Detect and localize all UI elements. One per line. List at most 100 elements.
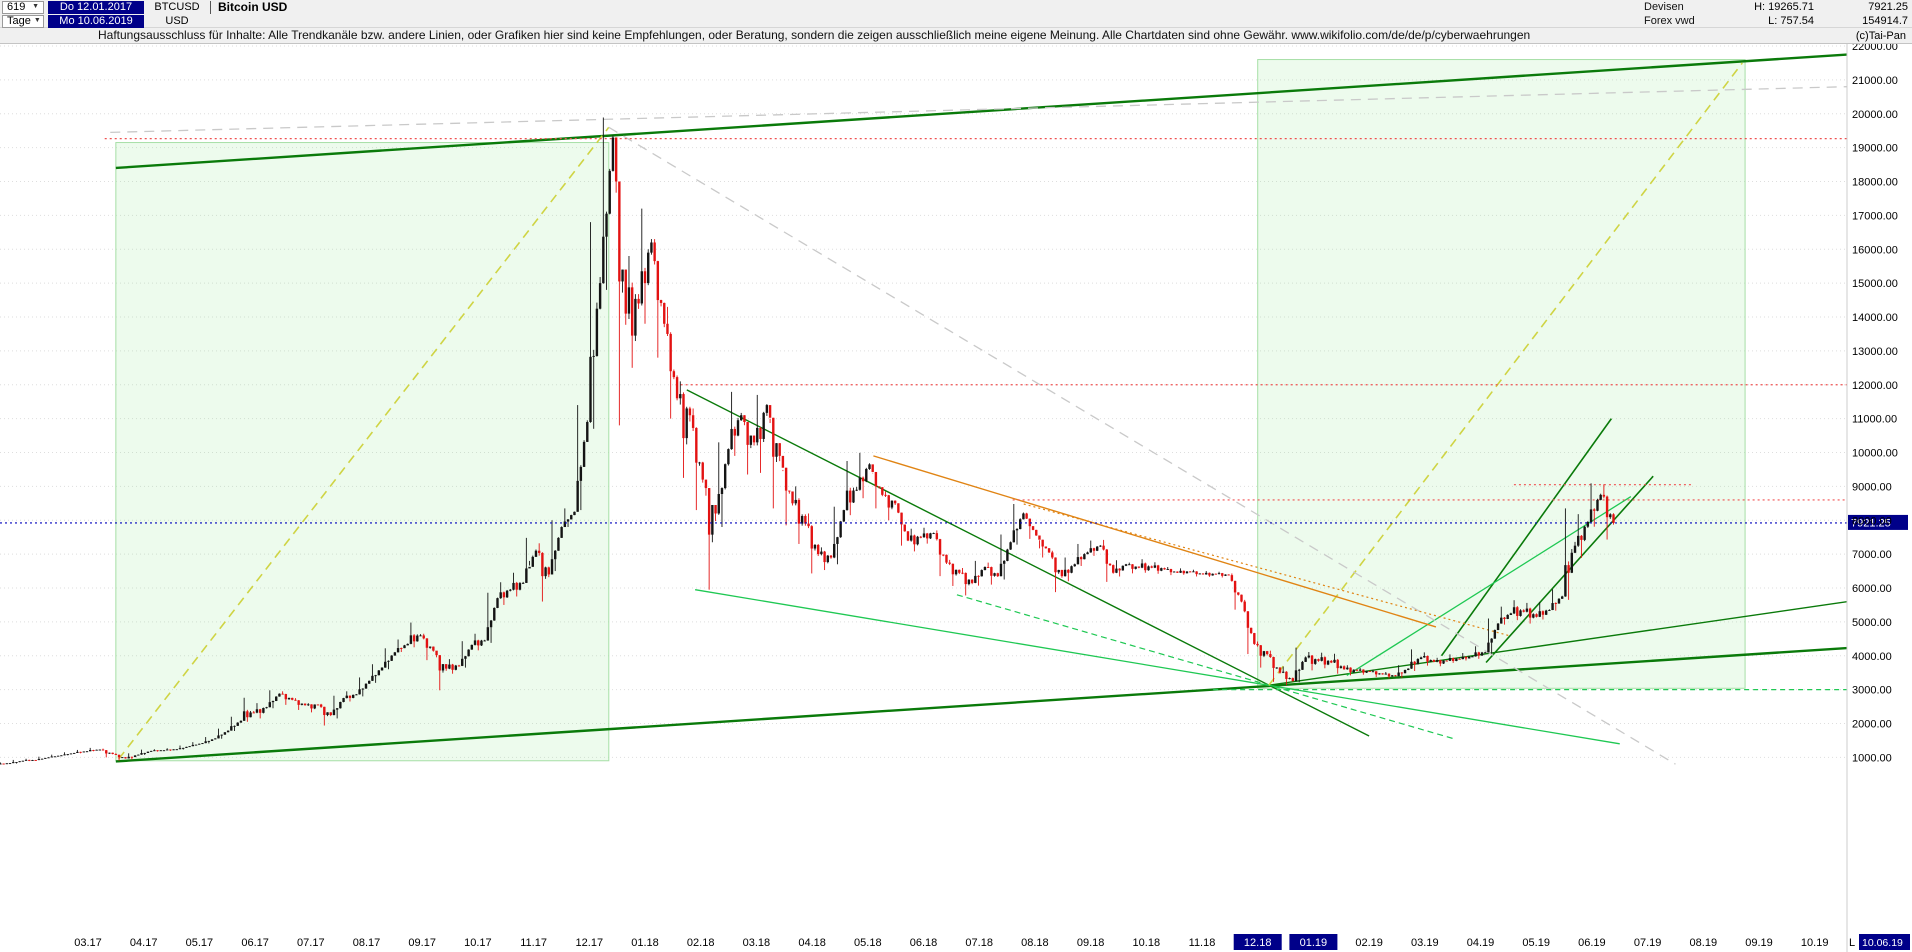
trend-box	[115, 142, 610, 762]
time-axis-label: 07.19	[1634, 937, 1662, 949]
trend-lines[interactable]	[104, 53, 1848, 765]
price-axis-label: 21000.00	[1852, 75, 1898, 87]
last-price-badge	[1848, 514, 1908, 530]
price-axis-label: 2000.00	[1852, 719, 1892, 731]
time-axis-label: 03.18	[743, 937, 771, 949]
price-axis-label: 20000.00	[1852, 109, 1898, 121]
time-axis-label: 11.17	[520, 937, 547, 949]
period-dropdown[interactable]: Tage ▼	[2, 14, 44, 28]
trend-box	[1257, 59, 1746, 689]
header-last-price-value: 7921.25	[1868, 1, 1908, 13]
time-axis-label: 09.17	[408, 937, 436, 949]
price-axis-label: 7000.00	[1852, 549, 1892, 561]
time-axis-label: 12.17	[576, 937, 604, 949]
svg-text:7921.25: 7921.25	[1851, 517, 1891, 529]
currency-label: USD	[165, 15, 189, 27]
quote-info-panel: Devisen H: 19265.71 7921.25 Forex vwd L:…	[1644, 0, 1908, 28]
trend-line-downtrend-2018	[686, 389, 1370, 737]
price-axis-label: 14000.00	[1852, 312, 1898, 324]
time-axis-label: 08.17	[353, 937, 381, 949]
time-axis-label: 12.18	[1244, 937, 1272, 949]
price-axis-label: 15000.00	[1852, 278, 1898, 290]
time-axis-label: 11.18	[1189, 937, 1216, 949]
price-axis-label: 4000.00	[1852, 651, 1892, 663]
time-axis-label: 08.19	[1690, 937, 1718, 949]
trend-line-gray-upper	[110, 86, 1847, 134]
time-axis-label: 01.19	[1300, 937, 1328, 949]
time-axis-label: 09.18	[1077, 937, 1105, 949]
price-axis-label: 13000.00	[1852, 346, 1898, 358]
price-axis-label: 11000.00	[1852, 414, 1897, 426]
time-axis-label: 09.19	[1745, 937, 1773, 949]
time-axis-label: 06.18	[910, 937, 938, 949]
price-axis-label: 3000.00	[1852, 685, 1892, 697]
category-label: Devisen	[1644, 1, 1684, 13]
trend-line-upper-channel	[115, 53, 1847, 170]
time-axis-label: 10.19	[1801, 937, 1829, 949]
last-price-line: 7921.25	[0, 514, 1908, 530]
svg-text:10.06.19: 10.06.19	[1862, 937, 1903, 949]
price-axis-label: 17000.00	[1852, 210, 1898, 222]
turnover-value: 154914.7	[1862, 15, 1908, 27]
chart-title: Bitcoin USD	[210, 0, 291, 14]
trend-line-rally-projection-2019	[1268, 62, 1743, 686]
price-axis-label: 9000.00	[1852, 481, 1892, 493]
price-axis-label: 19000.00	[1852, 143, 1898, 155]
trend-line-rally-trendline-2017	[118, 126, 610, 760]
last-date-badge	[1859, 934, 1910, 950]
disclaimer-bar: Haftungsausschluss für Inhalte: Alle Tre…	[0, 28, 1912, 44]
time-axis-label: 10.18	[1133, 937, 1161, 949]
last-date-field: Mo 10.06.2019	[48, 14, 144, 28]
price-axis-label: 22000.00	[1852, 41, 1898, 53]
time-axis-label: 06.19	[1578, 937, 1606, 949]
trend-boxes	[115, 59, 1746, 762]
price-axis-label: 12000.00	[1852, 380, 1898, 392]
price-axis-label: 6000.00	[1852, 583, 1892, 595]
time-axis-label: 10.17	[464, 937, 492, 949]
period-value: Tage	[7, 15, 31, 27]
time-axis-label: 01.18	[631, 937, 659, 949]
trend-line-orange-downtrend	[873, 455, 1437, 628]
price-axis-label: 5000.00	[1852, 617, 1892, 629]
last-marker-label: L	[1849, 937, 1855, 949]
time-axis-label: 02.19	[1355, 937, 1383, 949]
price-axis-label: 1000.00	[1852, 752, 1892, 764]
trend-line-wedge-support-dashed	[956, 594, 1453, 739]
time-axis-label: 07.17	[297, 937, 325, 949]
dropdown-caret-icon: ▼	[33, 17, 41, 24]
header-row-2: Tage ▼ Mo 10.06.2019 USD	[2, 14, 210, 28]
disclaimer-text: Haftungsausschluss für Inhalte: Alle Tre…	[98, 28, 1531, 42]
trend-line-lower-channel	[115, 646, 1847, 763]
trend-line-gray-long-downtrend	[608, 126, 1676, 765]
time-axis-label: 04.17	[130, 937, 158, 949]
time-axis-label: 05.18	[854, 937, 882, 949]
bars-count-value: 619	[7, 1, 26, 13]
price-axis-label: 10000.00	[1852, 448, 1898, 460]
time-axis-label: 02.18	[687, 937, 715, 949]
price-axis-label: 16000.00	[1852, 244, 1898, 256]
price-axis-label: 18000.00	[1852, 177, 1898, 189]
source-label: Forex vwd	[1644, 15, 1695, 27]
time-axis-label: 04.19	[1467, 937, 1495, 949]
header-row-1: 619 ▼ Do 12.01.2017 BTCUSD Bitcoin USD	[2, 0, 295, 14]
header-bar: 619 ▼ Do 12.01.2017 BTCUSD Bitcoin USD Ta…	[0, 0, 1912, 28]
time-axis-label: 08.18	[1021, 937, 1049, 949]
trend-line-orange-downtrend-dotted	[1023, 503, 1509, 637]
bars-count-dropdown[interactable]: 619 ▼	[2, 0, 44, 14]
dropdown-caret-icon: ▼	[32, 3, 39, 10]
trend-line-rally-support-3	[1346, 495, 1632, 676]
time-axis-label: 07.18	[965, 937, 993, 949]
trend-line-rally-support-1	[1440, 418, 1613, 657]
time-axis-label: 03.17	[74, 937, 102, 949]
first-date-field: Do 12.01.2017	[48, 0, 144, 14]
time-axis-label: 03.19	[1411, 937, 1439, 949]
trend-line-wedge-support	[695, 589, 1620, 745]
copyright-label: (c)Tai-Pan	[1855, 30, 1906, 42]
time-axis-label: 05.17	[186, 937, 214, 949]
time-axis-label: 04.18	[798, 937, 826, 949]
price-axis-label: 8000.00	[1852, 515, 1892, 527]
time-axis-label: 06.17	[241, 937, 269, 949]
axes: 1000.00 2000.00 3000.00 4000.00 5000.00 6000.…	[74, 41, 1910, 952]
